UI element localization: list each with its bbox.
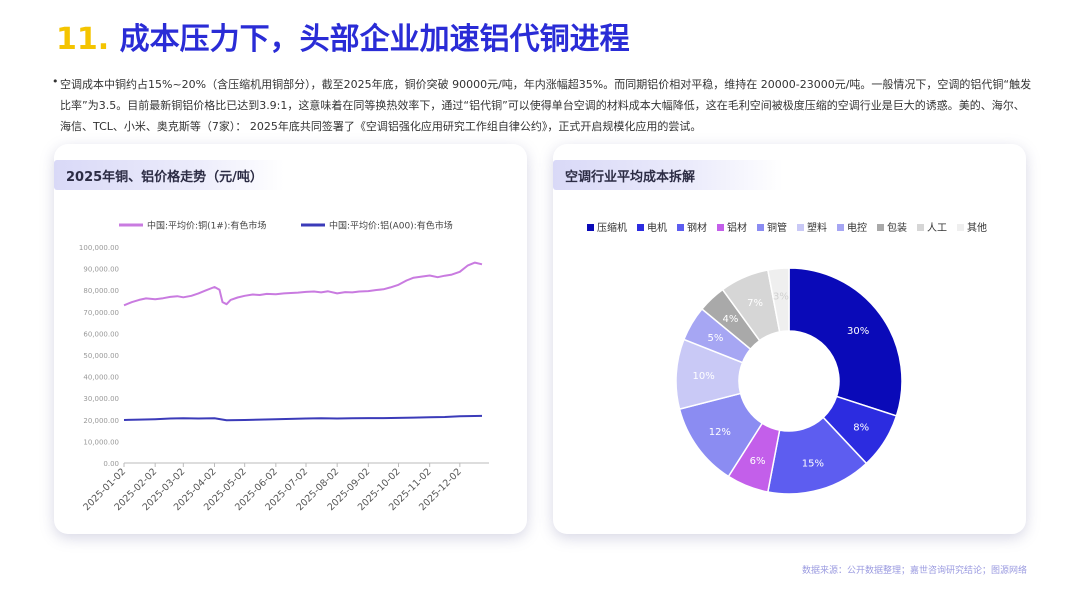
slice-label: 15%: [802, 459, 824, 470]
page-title: 11. 成本压力下，头部企业加速铝代铜进程: [56, 14, 630, 58]
y-tick-label: 80,000.00: [83, 287, 119, 295]
slice-label: 4%: [723, 314, 739, 325]
legend-swatch: [587, 224, 594, 231]
legend-swatch: [877, 224, 884, 231]
slice-label: 6%: [750, 456, 766, 467]
y-tick-label: 30,000.00: [83, 395, 119, 403]
bullet-dot: •: [52, 75, 59, 88]
legend-label: 其他: [967, 221, 987, 234]
y-tick-label: 40,000.00: [83, 374, 119, 382]
source-note: 数据来源：公开数据整理；嘉世咨询研究结论；图源网络: [801, 566, 1027, 576]
legend-label: 电控: [847, 221, 867, 234]
pie-slice: [766, 416, 868, 495]
slice-label: 3%: [773, 291, 789, 302]
y-tick-label: 50,000.00: [83, 352, 119, 360]
legend-label: 压缩机: [597, 221, 627, 234]
legend-label: 中国:平均价:铜(1#):有色市场: [147, 220, 266, 232]
y-tick-label: 90,000.00: [83, 266, 119, 274]
slice-label: 30%: [847, 326, 869, 337]
legend-label: 铝材: [727, 221, 747, 234]
y-tick-label: 100,000.00: [79, 244, 119, 252]
legend-label: 钢材: [687, 221, 707, 234]
slice-label: 12%: [709, 427, 731, 438]
intro-paragraph: 空调成本中铜约占15%~20%（含压缩机用铜部分），截至2025年底，铜价突破 …: [60, 78, 1032, 133]
y-tick-label: 20,000.00: [83, 417, 119, 425]
legend-swatch: [677, 224, 684, 231]
y-tick-label: 60,000.00: [83, 330, 119, 338]
title-text: 成本压力下，头部企业加速铝代铜进程: [119, 22, 630, 57]
cost-breakdown-heading: 空调行业平均成本拆解: [553, 160, 783, 190]
legend-label: 中国:平均价:铝(A00):有色市场: [329, 220, 453, 232]
series-line: [123, 261, 483, 307]
legend-swatch: [717, 224, 724, 231]
y-tick-label: 10,000.00: [83, 438, 119, 446]
title-number: 11.: [56, 22, 110, 57]
legend-swatch: [917, 224, 924, 231]
y-tick-label: 70,000.00: [83, 309, 119, 317]
slice-label: 5%: [707, 333, 723, 344]
legend-swatch: [797, 224, 804, 231]
legend-swatch: [837, 224, 844, 231]
legend-label: 塑料: [807, 221, 827, 234]
legend-label: 电机: [647, 221, 667, 234]
slice-label: 8%: [853, 422, 869, 433]
legend-swatch: [957, 224, 964, 231]
y-tick-label: 0.00: [103, 460, 119, 468]
legend-label: 铜管: [767, 221, 787, 234]
price-trend-heading: 2025年铜、铝价格走势（元/吨）: [54, 160, 284, 190]
slice-label: 10%: [693, 371, 715, 382]
cost-breakdown-card: 空调行业平均成本拆解 压缩机 电机 钢材 铝材 铜管 塑料 电控 包装 人工 其他 30% 8% 15%…: [553, 144, 1026, 534]
legend-label: 人工: [927, 222, 947, 234]
price-trend-card: 2025年铜、铝价格走势（元/吨） 中国:平均价:铜(1#):有色市场 中国:平均…: [54, 144, 527, 534]
cost-breakdown-chart: 压缩机 电机 钢材 铝材 铜管 塑料 电控 包装 人工 其他 30% 8% 15% 6% 12% 10% 5%4…: [587, 221, 987, 495]
legend-swatch: [637, 224, 644, 231]
price-trend-chart: 中国:平均价:铜(1#):有色市场 中国:平均价:铝(A00):有色市场 0.00 1…: [79, 220, 489, 513]
legend-label: 包装: [887, 221, 907, 234]
legend-swatch: [757, 224, 764, 231]
pie-slice: [766, 267, 790, 333]
series-line: [123, 414, 483, 422]
slice-label: 7%: [747, 298, 763, 309]
pie-slice: [788, 267, 903, 417]
